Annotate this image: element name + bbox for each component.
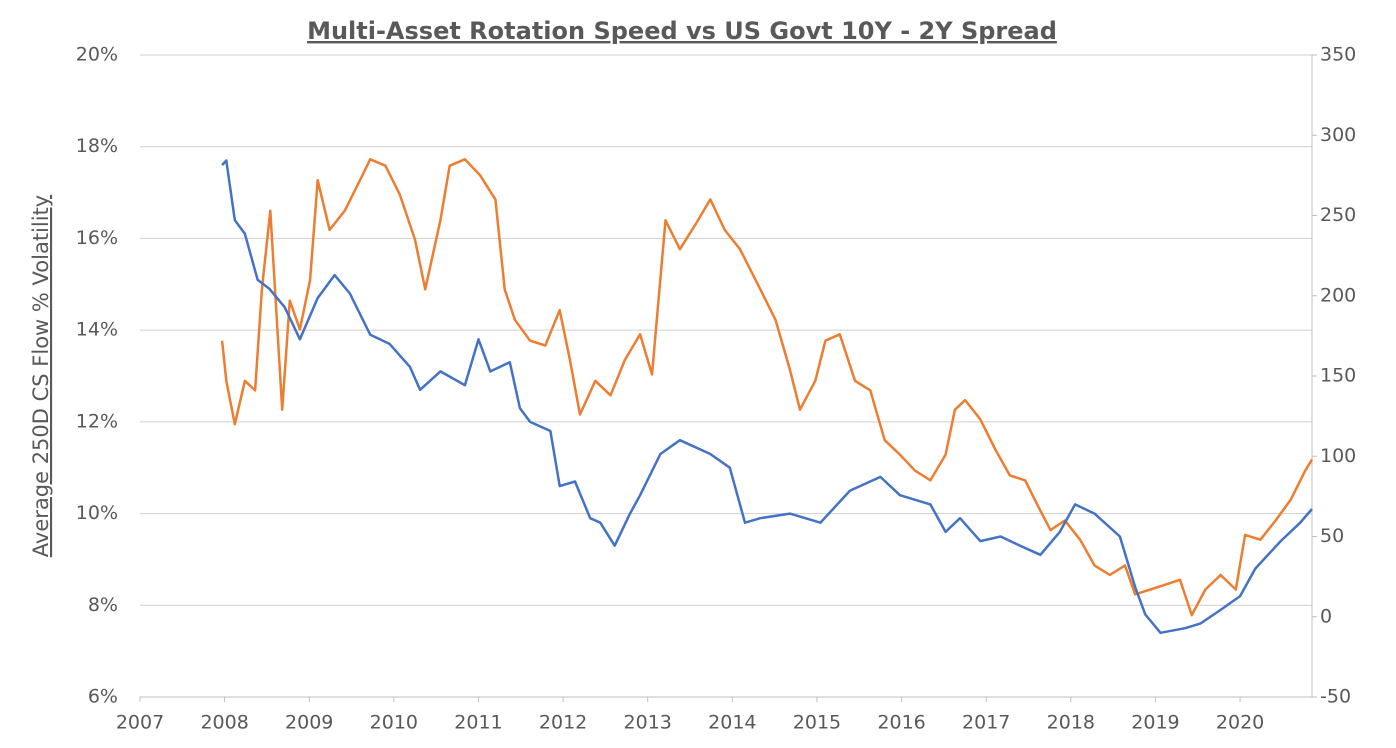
y-tick-label: 12% [76,410,118,432]
y-tick-label: 14% [76,319,118,341]
x-tick-label: 2009 [285,712,333,734]
x-tick-label: 2019 [1131,712,1179,734]
y-tick-label: 16% [76,227,118,249]
y2-tick-label: 50 [1320,525,1344,547]
x-tick-label: 2007 [116,712,164,734]
y-axis-title: Average 250D CS Flow % Volatility [29,195,53,557]
y2-tick-label: 300 [1320,124,1356,146]
x-tick-label: 2017 [962,712,1010,734]
x-tick-label: 2008 [200,712,248,734]
series-line [221,159,1313,635]
y2-tick-label: 200 [1320,284,1356,306]
y2-tick-label: 250 [1320,204,1356,226]
y2-tick-label: 100 [1320,445,1356,467]
y2-tick-label: 150 [1320,365,1356,387]
y-tick-label: 20% [76,44,118,66]
x-tick-label: 2013 [624,712,672,734]
y-tick-label: 10% [76,502,118,524]
series-line [220,158,1314,617]
y-tick-label: 6% [88,686,118,708]
y-tick-label: 18% [76,135,118,157]
x-tick-label: 2016 [877,712,925,734]
y-tick-label: 8% [88,594,118,616]
x-tick-label: 2010 [370,712,418,734]
x-tick-label: 2011 [454,712,502,734]
y2-tick-label: 0 [1320,605,1332,627]
x-tick-label: 2015 [793,712,841,734]
chart-title: Multi-Asset Rotation Speed vs US Govt 10… [307,17,1057,45]
y2-tick-label: 350 [1320,44,1356,66]
x-tick-label: 2020 [1216,712,1264,734]
x-tick-label: 2018 [1047,712,1095,734]
x-tick-label: 2012 [539,712,587,734]
x-tick-label: 2014 [708,712,756,734]
y2-tick-label: -50 [1320,686,1351,708]
